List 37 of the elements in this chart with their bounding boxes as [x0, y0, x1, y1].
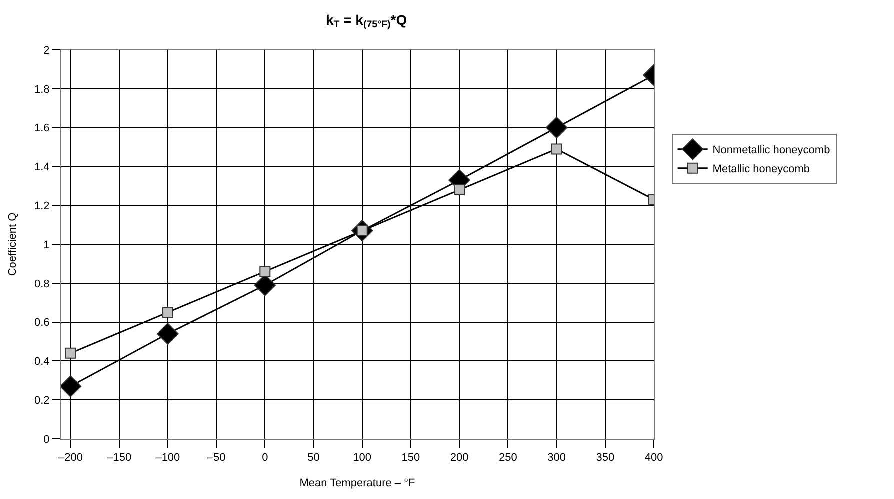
- x-tick-label: 250: [499, 452, 518, 464]
- y-tick-label: 1.6: [34, 122, 50, 135]
- point: [162, 307, 174, 318]
- y-tick-label: 0.6: [34, 317, 50, 330]
- y-tick-label: 1.4: [34, 162, 50, 174]
- y-axis-title: Coefficient Q: [7, 212, 20, 276]
- y-tick-label: 0.4: [34, 356, 50, 368]
- x-tick-label: 100: [353, 452, 372, 464]
- point: [65, 348, 76, 359]
- x-tick-label: 50: [308, 452, 320, 464]
- chart-title: k$_{T}$ = k$_{(75°F)}$*Q: [326, 12, 408, 31]
- y-tick-label: 0: [44, 434, 50, 446]
- x-tick-label: –200: [58, 452, 83, 464]
- point: [61, 376, 82, 398]
- point: [157, 323, 179, 345]
- x-axis-title: Mean Temperature – °F: [300, 477, 416, 490]
- y-tick-label: 0.2: [34, 394, 50, 407]
- point: [454, 184, 466, 196]
- x-tick-label: –150: [107, 452, 132, 464]
- point: [546, 116, 568, 139]
- x-tick-label: –50: [207, 452, 226, 464]
- point: [551, 144, 562, 155]
- x-tick-label: 200: [450, 452, 469, 464]
- y-tick-label: 1.8: [34, 84, 50, 96]
- legend-label: Metallic honeycomb: [712, 164, 810, 176]
- x-tick-label: 0: [262, 452, 268, 464]
- legend-label: Nonmetallic honeycomb: [712, 144, 830, 157]
- x-tick-label: 150: [402, 452, 420, 464]
- point: [260, 266, 271, 278]
- y-tick-label: 1.2: [34, 200, 50, 212]
- y-tick-label: 2: [44, 44, 50, 57]
- x-tick-label: 300: [548, 452, 566, 464]
- x-tick-label: 350: [596, 452, 615, 464]
- x-tick-label: 400: [644, 452, 664, 464]
- y-tick-label: 0.8: [34, 278, 50, 290]
- y-tick-label: 1: [44, 239, 50, 252]
- x-tick-label: –100: [156, 452, 180, 464]
